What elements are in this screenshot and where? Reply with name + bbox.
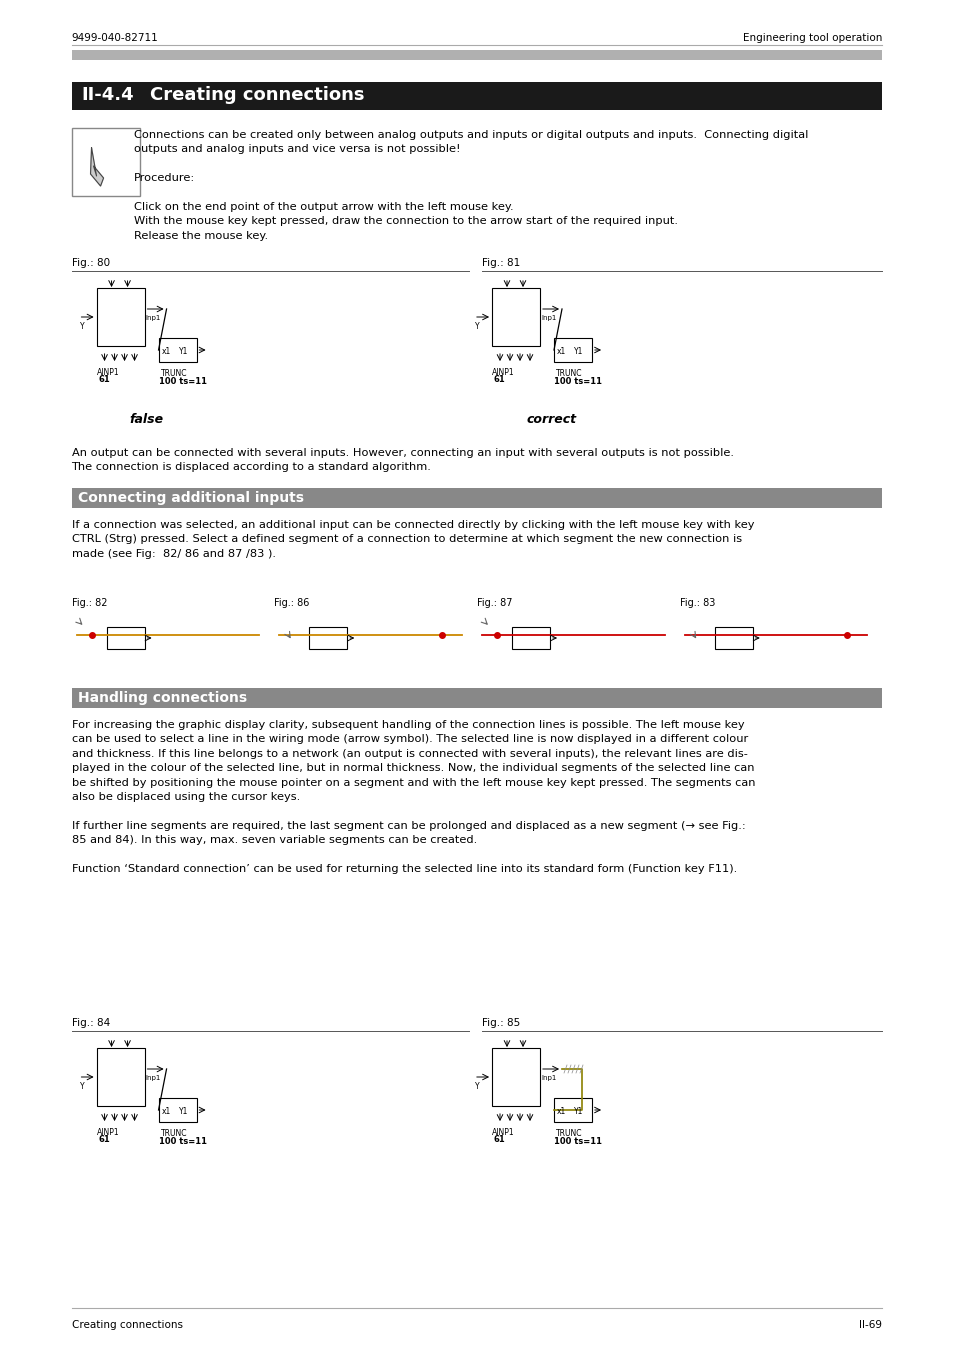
Text: II-69: II-69 [859, 1320, 882, 1330]
Text: Fig.: 86: Fig.: 86 [274, 598, 310, 608]
Text: Y: Y [79, 323, 84, 331]
Text: Y1: Y1 [574, 1107, 583, 1115]
Text: 61: 61 [494, 1135, 505, 1143]
Text: 100 ts=11: 100 ts=11 [554, 377, 601, 386]
Bar [554, 338, 592, 362]
Text: For increasing the graphic display clarity, subsequent handling of the connectio: For increasing the graphic display clari… [71, 720, 754, 873]
Text: correct: correct [526, 413, 577, 427]
Text: Inp1: Inp1 [146, 1075, 161, 1081]
Text: An output can be connected with several inputs. However, connecting an input wit: An output can be connected with several … [71, 448, 733, 472]
Text: Connecting additional inputs: Connecting additional inputs [77, 491, 303, 505]
Text: TRUNC: TRUNC [556, 369, 582, 378]
Text: 61: 61 [98, 375, 111, 383]
Bar [71, 82, 882, 109]
Text: false: false [130, 413, 164, 427]
Text: 61: 61 [494, 375, 505, 383]
Bar [158, 338, 196, 362]
Text: 61: 61 [98, 1135, 111, 1143]
Text: 100 ts=11: 100 ts=11 [554, 1137, 601, 1146]
Text: Y: Y [475, 1081, 479, 1091]
Text: AINP1: AINP1 [96, 369, 119, 377]
Bar [309, 626, 347, 649]
Text: Creating connections: Creating connections [71, 1320, 182, 1330]
Text: 100 ts=11: 100 ts=11 [158, 377, 207, 386]
Bar [512, 626, 550, 649]
Bar [71, 688, 882, 707]
Text: x1: x1 [161, 347, 171, 355]
Text: AINP1: AINP1 [96, 1129, 119, 1137]
Bar [96, 288, 145, 346]
Text: 100 ts=11: 100 ts=11 [158, 1137, 207, 1146]
Text: x1: x1 [557, 347, 566, 355]
Text: AINP1: AINP1 [492, 369, 514, 377]
Bar [554, 1098, 592, 1122]
Text: Fig.: 83: Fig.: 83 [679, 598, 715, 608]
Bar [158, 1098, 196, 1122]
Text: 9499-040-82711: 9499-040-82711 [71, 32, 158, 43]
Bar [71, 50, 882, 59]
Text: Inp1: Inp1 [146, 315, 161, 321]
Polygon shape [91, 148, 104, 186]
Bar [492, 288, 539, 346]
Text: Y1: Y1 [574, 347, 583, 355]
Text: x1: x1 [557, 1107, 566, 1115]
Text: II-4.4: II-4.4 [81, 86, 134, 104]
Text: Y: Y [79, 1081, 84, 1091]
Text: Inp1: Inp1 [540, 1075, 556, 1081]
Bar [714, 626, 752, 649]
Text: Creating connections: Creating connections [150, 86, 364, 104]
Text: Engineering tool operation: Engineering tool operation [742, 32, 882, 43]
Text: If a connection was selected, an additional input can be connected directly by c: If a connection was selected, an additio… [71, 520, 753, 559]
Text: x1: x1 [161, 1107, 171, 1115]
Bar [492, 1048, 539, 1106]
Text: AINP1: AINP1 [492, 1129, 514, 1137]
Text: Fig.: 80: Fig.: 80 [71, 258, 110, 269]
Text: Y1: Y1 [178, 1107, 188, 1115]
Text: Fig.: 82: Fig.: 82 [71, 598, 107, 608]
Text: TRUNC: TRUNC [556, 1129, 582, 1138]
Text: TRUNC: TRUNC [160, 1129, 187, 1138]
Text: TRUNC: TRUNC [160, 369, 187, 378]
Bar [71, 128, 139, 196]
Text: Fig.: 85: Fig.: 85 [481, 1018, 519, 1027]
Bar [71, 487, 882, 508]
Text: Inp1: Inp1 [540, 315, 556, 321]
Text: Y1: Y1 [178, 347, 188, 355]
Text: Fig.: 81: Fig.: 81 [481, 258, 519, 269]
Bar [107, 626, 145, 649]
Bar [96, 1048, 145, 1106]
Text: Fig.: 87: Fig.: 87 [476, 598, 512, 608]
Text: Y: Y [475, 323, 479, 331]
Text: Connections can be created only between analog outputs and inputs or digital out: Connections can be created only between … [133, 130, 807, 240]
Text: Fig.: 84: Fig.: 84 [71, 1018, 110, 1027]
Text: Handling connections: Handling connections [77, 691, 247, 705]
